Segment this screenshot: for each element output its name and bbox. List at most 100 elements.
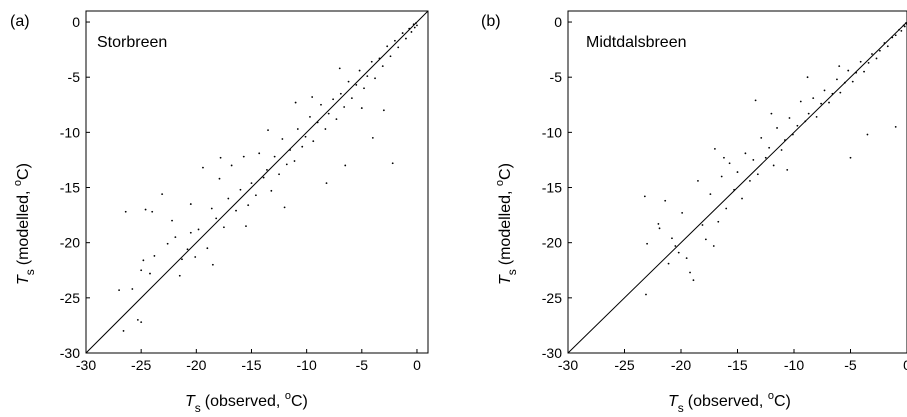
panel-b-point: [733, 188, 736, 191]
panel-a-points: [118, 22, 418, 332]
panel-a-point: [344, 164, 347, 167]
panel-a-point: [181, 258, 183, 261]
panel-a-point: [408, 27, 411, 30]
panel-b-x-tick-label: -20: [671, 357, 691, 373]
panel-b-point: [903, 25, 906, 28]
panel-a-y-tick-label: -25: [60, 290, 80, 306]
panel-b-point: [863, 70, 865, 73]
panel-b-x-tick-label: -10: [784, 357, 804, 373]
panel-a-point: [247, 204, 250, 207]
panel-b-point: [900, 29, 903, 32]
panel-b-point: [658, 227, 661, 230]
panel-a-point: [301, 145, 304, 148]
panel-a-point: [397, 46, 400, 49]
panel-a-point: [149, 272, 151, 275]
panel-a-point: [285, 163, 288, 166]
panel-a-point: [413, 26, 416, 29]
panel-b-point: [886, 45, 889, 48]
panel-a-x-tick-label: -30: [76, 357, 96, 373]
panel-a-point: [219, 156, 222, 159]
panel-a-point: [245, 225, 247, 228]
panel-b-point: [674, 245, 677, 247]
panel-a-point: [140, 321, 143, 324]
panel-a-point: [312, 140, 315, 143]
panel-a-point: [338, 67, 341, 70]
panel-a-y-axis-label: Ts(modelled, oC): [12, 163, 37, 285]
panel-b-y-tick-label: -30: [542, 345, 562, 361]
panel-a-point: [327, 112, 330, 115]
panel-a-point: [218, 177, 221, 180]
panel-b-point: [697, 179, 699, 182]
panel-a-x-ticks: -30 -25 -20 -15 -10 -5 0: [76, 349, 421, 373]
panel-a-point: [215, 217, 218, 220]
panel-b-point: [855, 71, 858, 74]
panel-b-point: [657, 223, 660, 225]
panel-a-point: [189, 231, 192, 234]
panel-b-point: [902, 24, 905, 27]
panel-a-point: [371, 136, 374, 139]
panel-b-letter: (b): [481, 13, 501, 30]
panel-b-point: [720, 175, 723, 178]
panel-b-point: [754, 99, 757, 102]
panel-a-plot-frame: [85, 10, 429, 354]
panel-a-point: [140, 269, 143, 272]
panel-a-point: [350, 97, 353, 100]
panel-a-point: [124, 210, 127, 213]
panel-b-point: [770, 112, 773, 115]
panel-a-x-tick-label: -5: [356, 357, 369, 373]
panel-b-point: [894, 34, 897, 37]
panel-b-point: [804, 120, 807, 123]
panel-a-point: [144, 208, 147, 211]
panel-b-point: [645, 293, 647, 296]
panel-a-point: [262, 176, 265, 179]
panel-a-point: [374, 77, 376, 80]
panel-a-point: [358, 69, 361, 72]
panel-b-point: [851, 80, 854, 83]
panel-b-point: [831, 92, 834, 95]
panel-a-point: [405, 37, 407, 40]
panel-b-point: [847, 69, 850, 72]
panel-a-point: [266, 168, 268, 171]
panel-b-point: [685, 257, 688, 260]
panel-a-y-tick-label: -10: [60, 124, 80, 140]
panel-b-point: [667, 262, 670, 265]
panel-a-y-tick-label: -20: [60, 235, 80, 251]
panel-a-point: [211, 263, 214, 266]
panel-a-point: [304, 135, 307, 138]
panel-b-one-to-one-line: [567, 21, 907, 354]
panel-a-y-ticks: -30 -25 -20 -15 -10 -5 0: [60, 14, 90, 361]
panel-a-point: [416, 24, 418, 27]
panel-b-point: [692, 279, 695, 282]
panel-a-point: [258, 152, 261, 155]
panel-b-point: [838, 65, 841, 68]
panel-a-point: [242, 155, 245, 158]
panel-b-point: [875, 57, 878, 60]
panel-b-point: [839, 91, 842, 94]
panel-a-point: [370, 60, 373, 63]
panel-a-point: [250, 182, 253, 185]
panel-a-point: [136, 319, 139, 321]
panel-b-point: [760, 136, 763, 139]
panel-a-point: [366, 75, 369, 77]
panel-b-point: [736, 171, 739, 173]
panel-a-point: [391, 162, 394, 165]
panel-a-one-to-one-line: [85, 10, 429, 354]
panel-b-point: [815, 116, 818, 118]
panel-b-point: [677, 251, 680, 254]
panel-b-point: [859, 60, 862, 63]
panel-b-point: [904, 22, 907, 25]
panel-b-point: [788, 117, 791, 119]
panel-b-point: [796, 124, 799, 127]
panel-a-x-tick-label: -20: [186, 357, 206, 373]
panel-b-point: [866, 133, 869, 136]
panel-a-point: [131, 288, 134, 290]
panel-a-point: [267, 129, 269, 132]
panel-b-point: [752, 159, 755, 161]
panel-b-point: [704, 238, 707, 241]
panel-b-point: [849, 156, 852, 159]
panel-b-x-tick-label: -15: [727, 357, 747, 373]
panel-b-point: [744, 152, 747, 155]
panel-a-point: [178, 274, 181, 277]
panel-b-point: [764, 156, 767, 159]
